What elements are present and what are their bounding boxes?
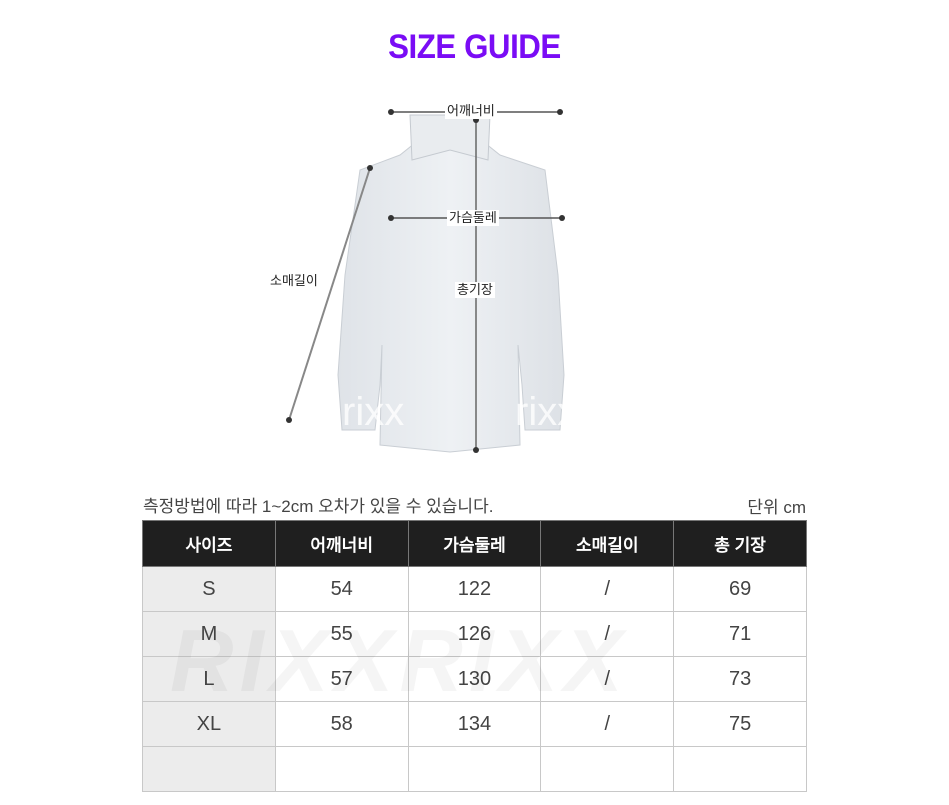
cell-length: 71: [673, 611, 807, 657]
shoulder-label: 어깨너비: [445, 103, 497, 119]
chest-label: 가슴둘레: [447, 210, 499, 226]
sleeve-line: [288, 167, 371, 421]
table-row: L 57 130/73: [142, 656, 807, 702]
cell-chest: 134: [407, 701, 542, 747]
cell-size: L: [142, 656, 276, 702]
shirt-diagram: rixx rixx 어깨너비 가슴둘레 총기장 소매길이: [260, 95, 640, 460]
shirt-body: [337, 114, 565, 453]
size-table: 사이즈 어깨너비 가슴둘레 소매길이 총 기장 S 54 122/69 M 55 126/…: [142, 520, 807, 792]
measurement-note: 측정방법에 따라 1~2cm 오차가 있을 수 있습니다.: [143, 497, 494, 516]
cell-size: [142, 746, 276, 792]
cell-shoulder: [274, 746, 409, 792]
cell-length: 73: [673, 656, 807, 702]
cell-size: XL: [142, 701, 276, 747]
unit-label: 단위 cm: [747, 498, 806, 517]
cell-chest: [407, 746, 542, 792]
cell-shoulder: 57: [274, 656, 409, 702]
sleeve-label: 소매길이: [268, 273, 320, 289]
cell-length: [673, 746, 807, 792]
cell-chest: 130: [407, 656, 542, 702]
cell-shoulder: 54: [274, 566, 409, 612]
header-size: 사이즈: [142, 520, 276, 567]
cell-sleeve: /: [540, 656, 675, 702]
table-row: XL 58 134/75: [142, 701, 807, 747]
table-row: S 54 122/69: [142, 566, 807, 612]
length-label: 총기장: [455, 282, 495, 298]
cell-sleeve: /: [540, 701, 675, 747]
header-chest: 가슴둘레: [407, 520, 542, 567]
cell-length: 75: [673, 701, 807, 747]
header-sleeve: 소매길이: [540, 520, 675, 567]
svg-text:rixx: rixx: [515, 390, 577, 434]
cell-shoulder: 55: [274, 611, 409, 657]
table-header-row: 사이즈 어깨너비 가슴둘레 소매길이 총 기장: [142, 520, 807, 567]
shirt-watermark: rixx: [342, 390, 404, 434]
cell-sleeve: /: [540, 566, 675, 612]
page-title: SIZE GUIDE: [388, 28, 561, 66]
cell-chest: 126: [407, 611, 542, 657]
table-row: M 55 126/71: [142, 611, 807, 657]
cell-size: S: [142, 566, 276, 612]
shirt-illustration: rixx rixx: [286, 109, 577, 453]
header-length: 총 기장: [673, 520, 807, 567]
cell-sleeve: /: [540, 611, 675, 657]
cell-size: M: [142, 611, 276, 657]
cell-chest: 122: [407, 566, 542, 612]
cell-sleeve: [540, 746, 675, 792]
cell-length: 69: [673, 566, 807, 612]
cell-shoulder: 58: [274, 701, 409, 747]
table-row: [142, 746, 807, 792]
header-shoulder: 어깨너비: [274, 520, 409, 567]
